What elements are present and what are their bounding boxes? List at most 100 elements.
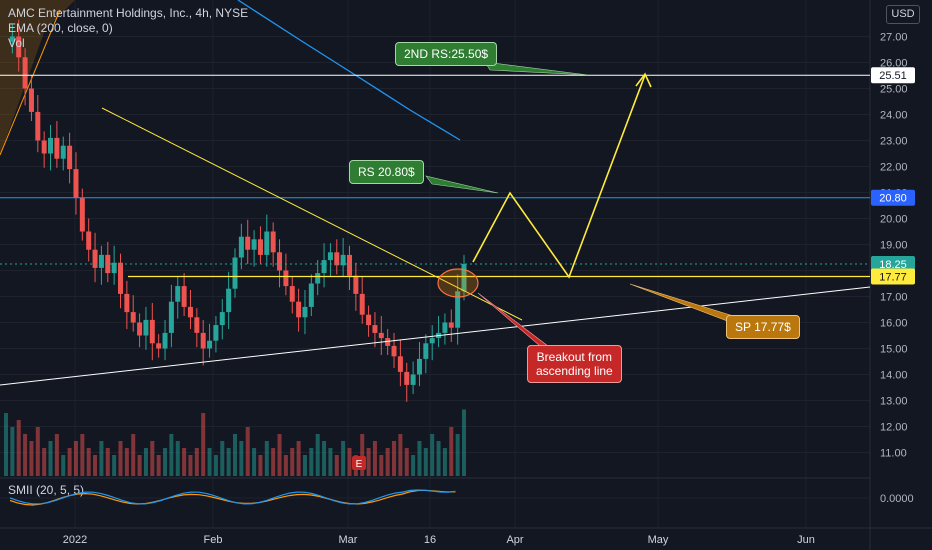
volume-bar bbox=[86, 448, 91, 476]
currency-button[interactable]: USD bbox=[886, 5, 920, 24]
candle-body bbox=[302, 306, 308, 318]
time-tick: Mar bbox=[339, 534, 358, 546]
volume-bar bbox=[296, 441, 301, 476]
volume-bar bbox=[182, 448, 187, 476]
candle-body bbox=[149, 319, 155, 344]
candle-body bbox=[124, 293, 130, 313]
candle-body bbox=[181, 286, 187, 307]
price-tick: 25.00 bbox=[880, 84, 908, 96]
symbol-title[interactable]: AMC Entertainment Holdings, Inc., 4h, NY… bbox=[8, 6, 249, 20]
volume-bar bbox=[277, 434, 282, 476]
volume-bar bbox=[442, 448, 447, 476]
candle-body bbox=[207, 340, 213, 349]
candle-body bbox=[448, 322, 454, 328]
smii-main-line bbox=[9, 489, 456, 505]
price-tick: 13.00 bbox=[880, 396, 908, 408]
candle-body bbox=[175, 286, 181, 302]
candle-body bbox=[442, 322, 448, 333]
volume-bar bbox=[10, 427, 15, 476]
price-tick: 26.00 bbox=[880, 58, 908, 70]
price-badge-label: 17.77 bbox=[879, 271, 907, 283]
ema-legend[interactable]: EMA (200, close, 0) bbox=[8, 21, 113, 35]
candle-body bbox=[353, 275, 359, 294]
candle-body bbox=[410, 374, 416, 385]
candle-body bbox=[28, 88, 34, 112]
volume-bar bbox=[233, 434, 237, 476]
volume-bar bbox=[302, 455, 307, 476]
volume-legend[interactable]: Vol bbox=[8, 36, 25, 50]
candle-body bbox=[315, 273, 321, 284]
callout-pointer bbox=[425, 175, 499, 194]
price-tick: 22.00 bbox=[880, 162, 908, 174]
volume-bar bbox=[411, 455, 416, 476]
volume-bar bbox=[309, 448, 314, 476]
price-tick: 27.00 bbox=[880, 32, 908, 44]
volume-bar bbox=[156, 455, 161, 476]
candle-body bbox=[35, 111, 41, 141]
price-tick: 17.00 bbox=[880, 292, 908, 304]
candle-body bbox=[404, 371, 410, 385]
candle-body bbox=[168, 301, 174, 333]
price-badge bbox=[871, 256, 915, 272]
volume-bar bbox=[169, 434, 174, 476]
time-tick: 2022 bbox=[63, 534, 87, 546]
volume-bar bbox=[372, 441, 377, 476]
candle-body bbox=[79, 197, 85, 232]
callout-breakout: Breakout from ascending line bbox=[527, 345, 622, 383]
projection-path bbox=[472, 74, 646, 279]
volume-bar bbox=[322, 441, 327, 476]
price-tick: 12.00 bbox=[880, 422, 908, 434]
candle-body bbox=[238, 236, 244, 258]
candle-body bbox=[289, 286, 295, 302]
candle-body bbox=[264, 231, 270, 255]
volume-bar bbox=[226, 448, 231, 476]
volume-bar bbox=[80, 434, 85, 476]
candle-body bbox=[308, 283, 314, 307]
volume-bar bbox=[258, 455, 263, 476]
volume-bar bbox=[124, 448, 129, 476]
candle-body bbox=[9, 36, 15, 42]
candle-body bbox=[327, 252, 333, 261]
volume-bar bbox=[347, 448, 352, 476]
volume-bar bbox=[35, 427, 40, 476]
candle-body bbox=[366, 314, 372, 326]
callout-breakout-line1: Breakout from bbox=[536, 350, 613, 364]
volume-bar bbox=[67, 448, 72, 476]
candle-body bbox=[251, 239, 257, 250]
price-badge bbox=[871, 67, 915, 84]
volume-bar bbox=[245, 427, 250, 476]
volume-bar bbox=[188, 455, 193, 476]
candle-body bbox=[378, 332, 384, 339]
candle-body bbox=[86, 231, 92, 250]
candle-body bbox=[156, 343, 162, 349]
candle-body bbox=[372, 325, 378, 333]
candle-body bbox=[429, 338, 435, 344]
earnings-marker-label: E bbox=[356, 459, 363, 470]
volume-bar bbox=[423, 448, 428, 476]
volume-bar bbox=[417, 441, 422, 476]
price-badge bbox=[871, 189, 915, 206]
volume-bar bbox=[48, 441, 53, 476]
time-tick: Apr bbox=[506, 534, 523, 546]
volume-bar bbox=[385, 448, 390, 476]
volume-bar bbox=[99, 441, 104, 476]
smii-tick: 0.0000 bbox=[880, 493, 914, 505]
volume-bar bbox=[201, 413, 206, 476]
candle-body bbox=[92, 249, 98, 268]
smii-legend: SMII (20, 5, 5) bbox=[8, 483, 84, 497]
volume-bar bbox=[283, 455, 288, 476]
descending-trendline bbox=[101, 107, 523, 321]
candle-body bbox=[219, 312, 225, 326]
volume-bar bbox=[366, 448, 371, 476]
volume-bar bbox=[175, 441, 180, 476]
price-tick: 19.00 bbox=[880, 240, 908, 252]
candle-body bbox=[397, 356, 403, 372]
volume-bar bbox=[143, 448, 148, 476]
earnings-marker bbox=[352, 456, 366, 470]
candle-body bbox=[283, 270, 289, 287]
candle-body bbox=[232, 257, 238, 289]
price-badge-label: 18.25 bbox=[879, 259, 907, 271]
volume-bar bbox=[315, 434, 320, 476]
candle-body bbox=[111, 262, 117, 274]
